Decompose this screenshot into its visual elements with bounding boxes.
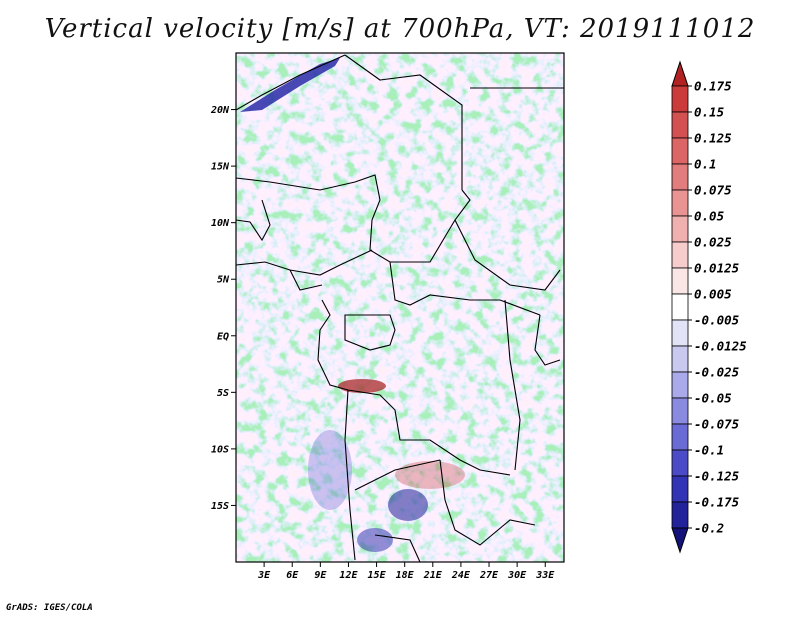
lon-tick-label: 9E [314, 570, 327, 581]
colorbar-label: -0.0125 [694, 339, 747, 354]
colorbar-label: -0.05 [694, 391, 732, 406]
strong-descent-band [240, 58, 340, 112]
colorbar-top-arrow [671, 60, 689, 87]
colorbar-label: 0.0125 [694, 261, 740, 276]
lat-tick-label: 20N [210, 105, 230, 116]
colorbar-label: 0.1 [694, 157, 717, 172]
colorbar-segment [671, 267, 689, 295]
lon-tick-label: 15E [368, 570, 387, 581]
colorbar-label: 0.075 [694, 183, 732, 198]
colorbar-label: -0.025 [694, 365, 740, 380]
colorbar-segment [671, 293, 689, 321]
lat-tick-label: 5S [217, 388, 229, 399]
lat-tick-label: 15S [211, 501, 229, 512]
lon-tick-label: 6E [286, 570, 299, 581]
vertical-velocity-field [236, 53, 564, 562]
colorbar-segment [671, 111, 689, 139]
grads-credit: GrADS: IGES/COLA [6, 603, 93, 613]
lon-tick-label: 24E [451, 570, 471, 581]
lat-tick-label: EQ [217, 331, 229, 342]
colorbar-segment [671, 423, 689, 451]
country-borders [236, 54, 564, 562]
colorbar-segment [671, 449, 689, 477]
colorbar-label: 0.175 [694, 79, 732, 94]
colorbar-segment [671, 397, 689, 425]
lon-tick-label: 30E [507, 570, 527, 581]
colorbar-segment [671, 345, 689, 373]
colorbar-label: -0.125 [694, 469, 740, 484]
colorbar-label: -0.2 [694, 521, 724, 536]
lat-tick-label: 5N [217, 275, 230, 286]
lat-tick-label: 10N [211, 218, 230, 229]
strong-descent-area [388, 489, 428, 521]
latitude-axis: 20N 15N 10N 5N EQ 5S 10S 15S [210, 105, 236, 512]
lon-tick-label: 21E [423, 570, 443, 581]
chart-title: Vertical velocity [m/s] at 700hPa, VT: 2… [44, 14, 756, 44]
colorbar-segment [671, 475, 689, 503]
colorbar-bottom-arrow [671, 527, 689, 554]
colorbar-label: 0.125 [694, 131, 732, 146]
colorbar-segment [671, 163, 689, 191]
colorbar-label: -0.005 [694, 313, 740, 328]
lon-tick-label: 33E [535, 570, 555, 581]
map-frame [235, 52, 565, 563]
lat-tick-label: 10S [211, 444, 229, 455]
colorbar-segment [671, 189, 689, 217]
lon-tick-label: 27E [479, 570, 499, 581]
longitude-axis: 3E 6E 9E 12E 15E 18E 21E 24E 27E 30E 33E [257, 562, 555, 581]
colorbar-label: 0.005 [694, 287, 732, 302]
lon-tick-label: 3E [257, 570, 271, 581]
colorbar-label: -0.175 [694, 495, 740, 510]
colorbar-segment [671, 215, 689, 243]
lat-tick-label: 15N [211, 162, 230, 173]
colorbar-segment [671, 85, 689, 113]
colorbar-label: 0.15 [694, 105, 725, 120]
colorbar-label: 0.05 [694, 209, 725, 224]
colorbar-segment [671, 501, 689, 529]
strong-ascent-area [338, 379, 386, 393]
colorbar-segment [671, 137, 689, 165]
colorbar-label: 0.025 [694, 235, 732, 250]
colorbar: 0.175 0.15 0.125 0.1 0.075 0.05 0.025 0.0125 0.0… [671, 60, 747, 554]
colorbar-segment [671, 371, 689, 399]
colorbar-label: -0.075 [694, 417, 740, 432]
lon-tick-label: 18E [396, 570, 415, 581]
colorbar-segment [671, 241, 689, 269]
colorbar-segment [671, 319, 689, 347]
lon-tick-label: 12E [339, 570, 358, 581]
colorbar-label: -0.1 [694, 443, 724, 458]
